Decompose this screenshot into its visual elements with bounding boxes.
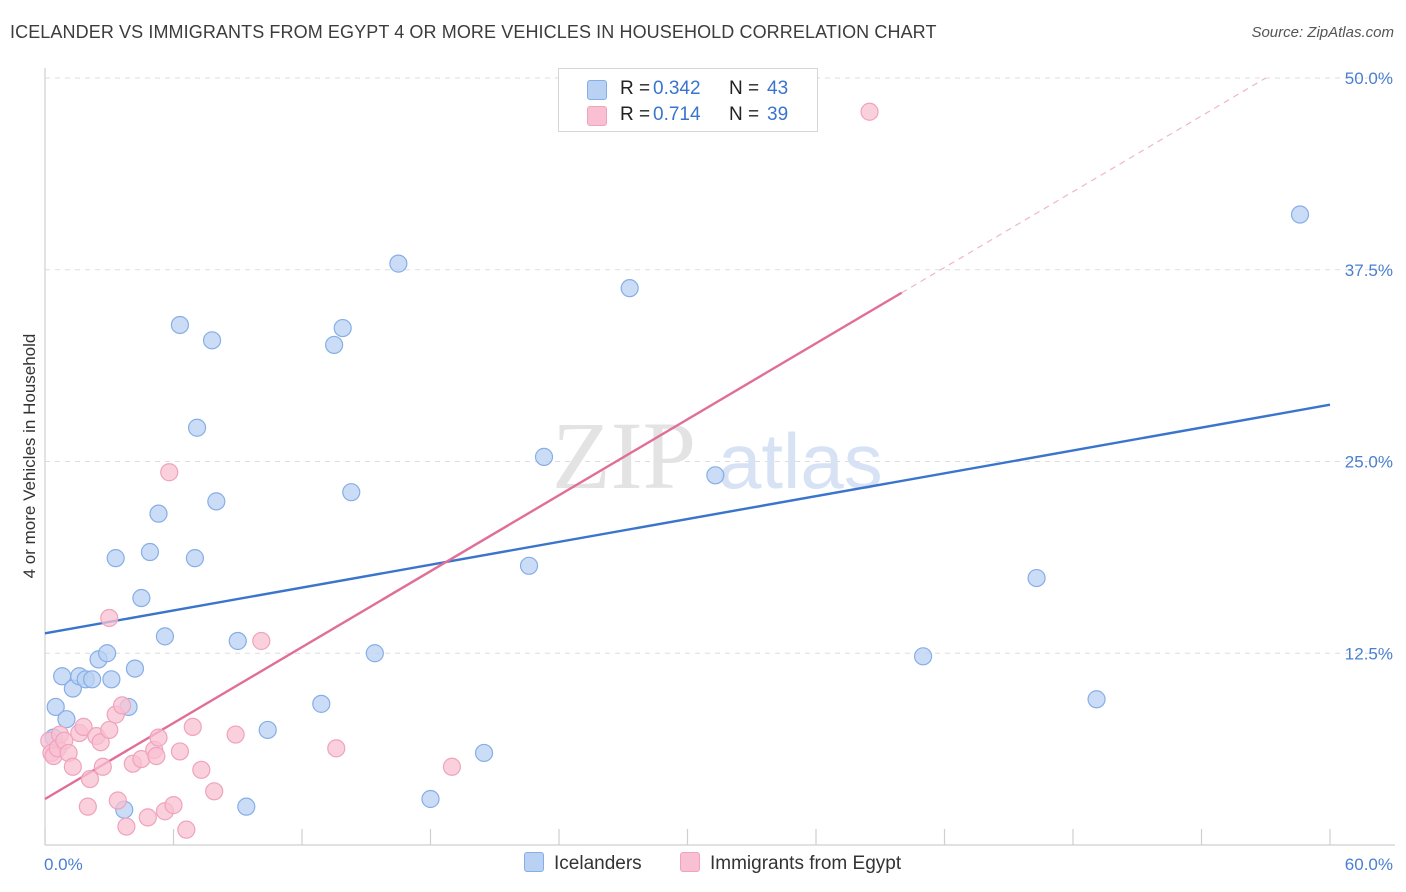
- point-icelander: [170, 315, 190, 335]
- point-icelander: [149, 504, 168, 523]
- point-icelander: [534, 447, 554, 466]
- legend-n-value: 39: [767, 104, 789, 125]
- point-egypt: [91, 733, 110, 752]
- point-egypt: [147, 746, 166, 766]
- point-egypt: [78, 797, 97, 816]
- trendline-icelander: [44, 403, 1331, 635]
- legend-r-label: R =: [620, 104, 651, 125]
- point-egypt: [93, 757, 112, 776]
- point-icelander: [106, 549, 125, 568]
- point-egypt: [63, 757, 82, 776]
- legend-n-label: N =: [729, 104, 760, 125]
- y-tick-label: 25.0%: [1345, 453, 1393, 472]
- point-icelander: [519, 556, 539, 575]
- point-egypt: [80, 769, 100, 789]
- point-icelander: [706, 466, 725, 485]
- bottom-legend-label-icelanders: Icelanders: [554, 853, 642, 874]
- point-icelander: [913, 647, 933, 666]
- point-icelander: [258, 720, 277, 740]
- point-icelander: [46, 697, 65, 717]
- point-egypt: [74, 717, 93, 736]
- point-egypt: [177, 820, 196, 839]
- bottom-legend-swatch-pink: [680, 852, 700, 872]
- trend-lines: [44, 77, 1331, 801]
- legend-row-egypt: R = 0.714 N = 39: [559, 102, 817, 128]
- point-icelander: [333, 318, 352, 338]
- trendline-extension-egypt: [901, 77, 1267, 294]
- bottom-legend-icelanders: Icelanders: [524, 852, 642, 876]
- point-icelander: [57, 710, 76, 729]
- point-icelander: [342, 483, 361, 502]
- point-icelander: [125, 659, 145, 678]
- chart-title: ICELANDER VS IMMIGRANTS FROM EGYPT 4 OR …: [10, 22, 937, 42]
- legend-r-label: R =: [620, 78, 651, 99]
- gridlines: [45, 77, 1395, 654]
- point-icelander: [98, 644, 117, 663]
- point-icelander: [102, 670, 121, 689]
- y-tick-label: 37.5%: [1345, 261, 1393, 280]
- point-egypt: [442, 757, 462, 776]
- bottom-legend-swatch-blue: [524, 852, 544, 872]
- point-egypt: [108, 791, 127, 810]
- point-egypt: [112, 696, 132, 715]
- point-icelander: [1027, 568, 1046, 588]
- point-egypt: [183, 717, 202, 736]
- watermark-atlas: atlas: [718, 417, 883, 505]
- y-tick-label: 50.0%: [1345, 69, 1393, 88]
- point-icelander: [202, 331, 222, 350]
- legend-n-value: 43: [767, 78, 789, 99]
- legend-r-value: 0.342: [653, 78, 701, 99]
- point-egypt: [252, 631, 271, 651]
- point-egypt: [117, 817, 136, 836]
- point-icelander: [474, 743, 494, 763]
- tick-labels: 12.5% 25.0% 37.5% 50.0% 0.0% 60.0%: [44, 69, 1393, 874]
- axes: [44, 68, 1395, 846]
- point-egypt: [138, 808, 157, 827]
- legend-n-label: N =: [729, 78, 760, 99]
- point-icelander: [312, 694, 331, 713]
- point-icelander: [237, 797, 256, 816]
- bottom-legend-egypt: Immigrants from Egypt: [680, 852, 901, 876]
- point-icelander: [187, 418, 207, 437]
- legend-r-value: 0.714: [653, 104, 701, 125]
- point-icelander: [140, 542, 160, 562]
- point-egypt: [192, 760, 211, 779]
- point-icelander: [155, 627, 175, 646]
- point-egypt: [205, 782, 224, 801]
- y-axis-label: 4 or more Vehicles in Household: [20, 334, 39, 579]
- point-egypt: [100, 608, 119, 628]
- point-icelander: [83, 670, 102, 689]
- point-icelander: [228, 631, 247, 651]
- point-icelander: [207, 492, 226, 511]
- point-icelander: [325, 335, 344, 355]
- point-icelander: [1087, 690, 1106, 709]
- point-icelander: [389, 254, 408, 273]
- point-egypt: [327, 739, 346, 758]
- point-egypt: [160, 463, 179, 482]
- chart-source: Source: ZipAtlas.com: [1251, 24, 1394, 41]
- point-icelander: [421, 789, 440, 809]
- legend-swatch-blue: [587, 80, 607, 100]
- point-icelander: [132, 588, 151, 608]
- point-egypt: [170, 742, 190, 761]
- point-egypt: [226, 725, 245, 744]
- point-icelander: [620, 279, 639, 298]
- x-tick-label-left: 0.0%: [44, 855, 83, 874]
- point-egypt: [164, 796, 183, 815]
- legend-row-icelanders: R = 0.342 N = 43: [559, 76, 817, 102]
- y-tick-label: 12.5%: [1345, 644, 1393, 663]
- points: [40, 102, 1310, 839]
- point-icelander: [1290, 205, 1310, 224]
- legend-swatch-pink: [587, 106, 607, 126]
- correlation-legend: R = 0.342 N = 43 R = 0.714 N = 39: [558, 68, 818, 132]
- point-icelander: [365, 644, 384, 663]
- x-tick-label-right: 60.0%: [1345, 855, 1393, 874]
- point-egypt: [149, 728, 168, 747]
- bottom-legend-label-egypt: Immigrants from Egypt: [710, 853, 902, 874]
- point-egypt: [860, 102, 879, 121]
- point-egypt: [100, 720, 119, 740]
- point-icelander: [185, 549, 205, 568]
- trendline-egypt: [44, 291, 903, 801]
